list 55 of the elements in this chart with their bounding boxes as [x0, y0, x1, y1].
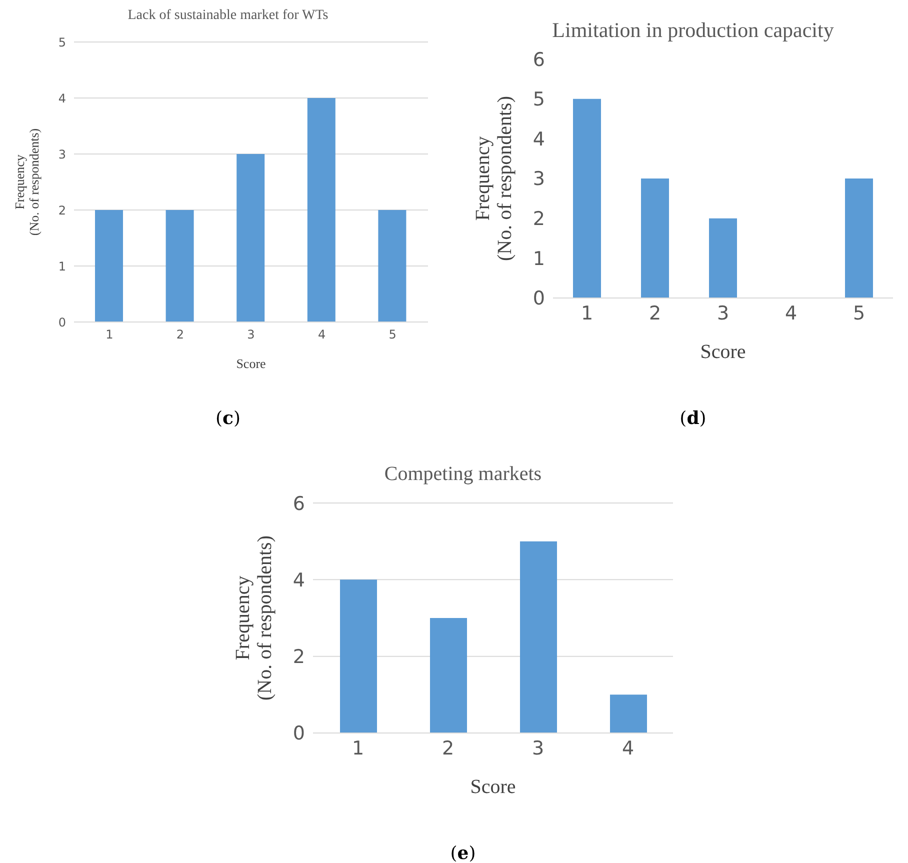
- y-tick-label: 4: [58, 91, 66, 106]
- x-tick-label: 1: [580, 302, 594, 324]
- y-tick-label: 3: [58, 147, 66, 162]
- y-tick-label: 2: [58, 203, 66, 218]
- y-tick-label: 2: [532, 208, 545, 230]
- y-tick-label: 1: [58, 259, 66, 274]
- y-tick-label: 2: [292, 646, 305, 668]
- bar: [520, 541, 557, 733]
- x-axis-title: Score: [470, 776, 516, 798]
- y-tick-label: 4: [532, 128, 545, 150]
- text: (c): [214, 408, 242, 429]
- bar: [573, 98, 601, 298]
- x-tick-label: 4: [622, 737, 634, 760]
- x-tick-label: 5: [388, 328, 396, 342]
- y-axis-title: Frequency (No. of respondents): [472, 96, 516, 261]
- x-tick-label: 2: [442, 737, 454, 760]
- bar: [709, 218, 737, 298]
- bar: [641, 178, 669, 298]
- bar: [307, 98, 336, 322]
- x-tick-label: 4: [318, 328, 326, 342]
- x-axis-title: Score: [236, 356, 266, 371]
- y-tick-label: 4: [292, 569, 305, 592]
- bar: [610, 694, 647, 733]
- y-axis-title: Frequency (No. of respondents): [12, 128, 42, 236]
- bar: [166, 210, 194, 322]
- x-axis-title: Score: [700, 341, 746, 363]
- y-tick-label: 3: [532, 168, 545, 190]
- bar: [845, 178, 873, 298]
- x-tick-label: 5: [852, 302, 866, 324]
- y-tick-label: 0: [532, 288, 545, 310]
- x-tick-label: 2: [648, 302, 662, 324]
- y-tick-label: 5: [58, 35, 66, 50]
- text: (d): [678, 408, 708, 429]
- x-tick-label: 3: [716, 302, 730, 324]
- y-axis-title: Frequency (No. of respondents): [232, 536, 276, 700]
- chart-title: Lack of sustainable market for WTs: [126, 8, 330, 25]
- y-tick-label: 1: [532, 248, 545, 270]
- y-tick-label: 6: [292, 492, 305, 515]
- bar: [430, 618, 467, 733]
- x-tick-label: 1: [106, 328, 114, 342]
- text: (e): [449, 843, 477, 863]
- y-tick-label: 6: [532, 48, 545, 71]
- chart-title: Competing markets: [384, 463, 542, 485]
- bar: [378, 210, 406, 322]
- y-tick-label: 5: [532, 88, 545, 111]
- x-tick-label: 3: [247, 328, 255, 342]
- y-tick-label: 0: [292, 722, 305, 745]
- chart-title: Limitation in production capacity: [552, 18, 834, 42]
- x-tick-label: 4: [784, 302, 798, 324]
- y-tick-label: 0: [58, 315, 66, 330]
- bar: [236, 154, 265, 322]
- x-tick-label: 2: [176, 328, 184, 342]
- bar: [340, 580, 377, 733]
- bar: [95, 210, 123, 322]
- x-tick-label: 1: [352, 737, 364, 760]
